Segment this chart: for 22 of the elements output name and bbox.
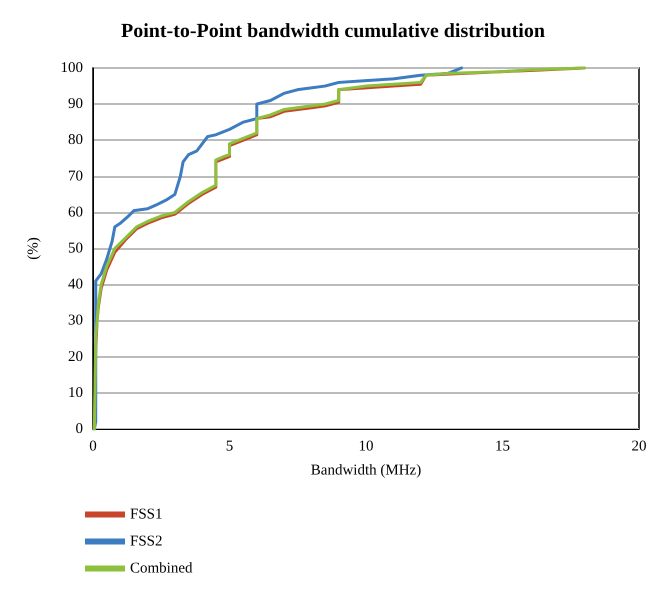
chart-title: Point-to-Point bandwidth cumulative distribution [121,20,545,42]
y-tick-label: 50 [68,240,83,256]
y-axis-title: (%) [26,237,42,260]
y-tick-label: 20 [68,348,83,365]
y-tick-label: 70 [68,168,83,184]
y-tick-label: 60 [68,204,83,220]
legend-label: Combined [130,560,193,576]
y-tick-label: 100 [60,60,83,76]
y-tick-label: 0 [76,421,83,437]
legend-label: FSS2 [130,534,163,550]
x-tick-label: 0 [89,438,97,454]
x-tick-label: 10 [358,438,374,454]
y-tick-label: 30 [68,312,83,329]
legend-label: FSS1 [130,506,163,522]
y-tick-label: 40 [68,276,83,293]
y-tick-label: 90 [68,96,83,112]
x-axis-title: Bandwidth (MHz) [310,462,422,478]
x-tick-label: 5 [226,438,234,454]
x-tick-label: 20 [632,438,646,454]
y-tick-label: 80 [68,132,83,148]
x-tick-label: 15 [495,438,510,454]
y-tick-label: 10 [68,384,83,401]
